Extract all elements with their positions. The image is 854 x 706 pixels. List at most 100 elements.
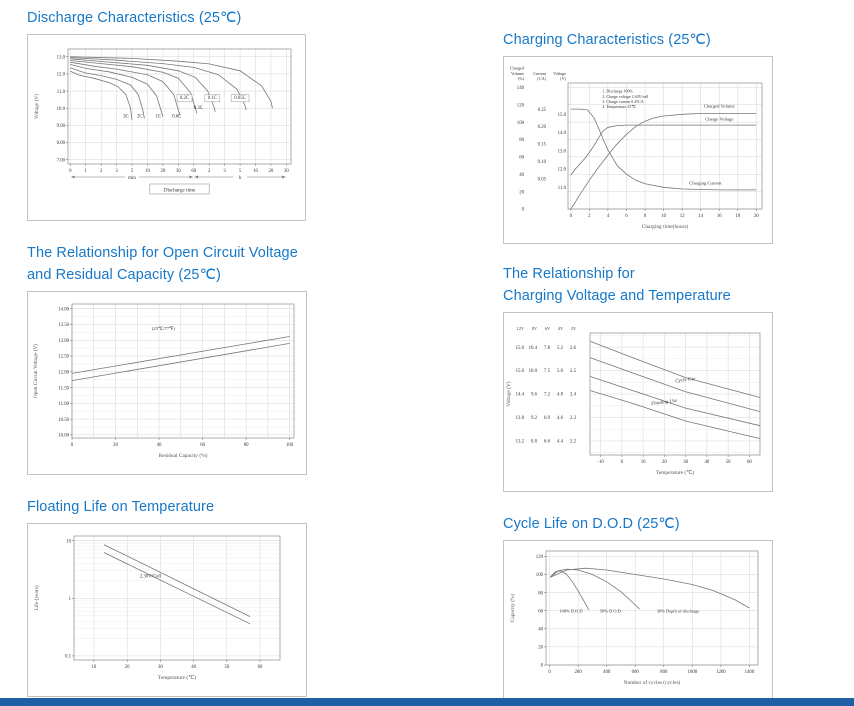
svg-text:5: 5 <box>131 169 134 174</box>
svg-text:100% D.O.D: 100% D.O.D <box>559 608 582 613</box>
chart-title-charging-voltage-temp: The Relationship for Charging Voltage an… <box>503 266 731 304</box>
panel-discharge-characteristics: Discharge Characteristics (25℃) 0 1 2 3 5 10 2… <box>27 8 317 226</box>
svg-text:60: 60 <box>258 665 263 670</box>
ocv-residual-capacity-plot: 0 20 40 60 80 100 10.00 10.50 11.00 11.50 12.00 12.… <box>32 303 295 459</box>
svg-text:0: 0 <box>69 169 72 174</box>
svg-text:40: 40 <box>538 627 543 632</box>
svg-text:40: 40 <box>157 443 162 448</box>
svg-text:0.05C: 0.05C <box>234 96 246 101</box>
svg-text:60: 60 <box>200 443 205 448</box>
svg-text:6.9: 6.9 <box>544 416 551 421</box>
cycle-life-dod-plot: 0 200 400 600 800 1000 1200 1400 0 20 40 60 80 100 120… <box>509 550 759 686</box>
svg-text:1: 1 <box>85 169 88 174</box>
svg-text:0.15: 0.15 <box>538 142 547 147</box>
svg-text:Temperature (℃): Temperature (℃) <box>158 674 196 681</box>
svg-text:20: 20 <box>161 169 166 174</box>
svg-text:4: 4 <box>607 214 610 219</box>
charging-voltage-temperature-plot: -10 0 10 20 30 40 50 60 12V 15.6 15.0 14.4 13.8 13.2 8… <box>505 326 761 476</box>
svg-text:3. Charge current 0.25CA: 3. Charge current 0.25CA <box>602 99 643 104</box>
svg-text:(25℃/77℉): (25℃/77℉) <box>152 326 176 331</box>
svg-text:4. Temperature 25℃: 4. Temperature 25℃ <box>602 104 636 109</box>
svg-text:Volume: Volume <box>511 71 524 76</box>
svg-text:400: 400 <box>603 670 611 675</box>
svg-text:20: 20 <box>519 190 524 195</box>
svg-text:12V: 12V <box>517 326 524 331</box>
svg-text:0: 0 <box>621 460 624 465</box>
svg-text:8V: 8V <box>532 326 537 331</box>
svg-text:5.2: 5.2 <box>557 345 564 350</box>
chart-frame-cycle-life: 0 200 400 600 800 1000 1200 1400 0 20 40 60 80 100 120… <box>503 539 773 700</box>
svg-text:9.00: 9.00 <box>57 124 66 129</box>
svg-text:1. Discharge 100%: 1. Discharge 100% <box>602 88 633 93</box>
svg-text:0.25: 0.25 <box>538 108 547 113</box>
svg-text:600: 600 <box>632 670 640 675</box>
svg-text:6.6: 6.6 <box>544 439 551 444</box>
svg-text:1C: 1C <box>155 114 161 119</box>
svg-text:9.2: 9.2 <box>531 416 538 421</box>
svg-text:13.00: 13.00 <box>58 338 69 343</box>
svg-text:0.3C: 0.3C <box>194 106 203 111</box>
svg-text:2. Charge voltage 2.40V/cell: 2. Charge voltage 2.40V/cell <box>602 94 649 99</box>
svg-text:Voltage (V): Voltage (V) <box>33 93 40 118</box>
chart-frame-discharge: 0 1 2 3 5 10 20 30 60 2 3 5 10 20 30 7.00 8.00 9.00 10.0 11… <box>27 33 306 221</box>
svg-text:4V: 4V <box>558 326 563 331</box>
svg-text:0: 0 <box>522 207 525 212</box>
svg-text:30: 30 <box>284 169 289 174</box>
chart-title-charging: Charging Characteristics (25℃) <box>503 32 711 48</box>
svg-text:5.0: 5.0 <box>557 369 564 374</box>
svg-text:140: 140 <box>517 86 525 91</box>
svg-text:30: 30 <box>158 665 163 670</box>
svg-text:40: 40 <box>191 665 196 670</box>
svg-text:20: 20 <box>113 443 118 448</box>
svg-text:2: 2 <box>100 169 103 174</box>
svg-text:800: 800 <box>660 670 668 675</box>
svg-text:10: 10 <box>661 214 666 219</box>
svg-text:15.0: 15.0 <box>558 113 567 118</box>
svg-text:13.0: 13.0 <box>57 55 66 60</box>
svg-text:2.6: 2.6 <box>570 345 577 350</box>
svg-text:min: min <box>128 176 136 181</box>
chart-title-ocv: The Relationship for Open Circuit Voltag… <box>27 245 298 283</box>
panel-cycle-life: Cycle Life on D.O.D (25℃) 0 200 400 600 800 1… <box>503 514 793 705</box>
svg-text:14.0: 14.0 <box>558 131 567 136</box>
svg-text:80: 80 <box>519 138 524 143</box>
svg-text:1: 1 <box>69 597 72 602</box>
svg-text:13.50: 13.50 <box>58 323 69 328</box>
svg-text:3: 3 <box>223 169 226 174</box>
svg-text:(CA): (CA) <box>537 76 546 81</box>
svg-text:60: 60 <box>538 609 543 614</box>
svg-text:2.4: 2.4 <box>570 392 577 397</box>
svg-text:30% Depth of discharge: 30% Depth of discharge <box>657 608 700 613</box>
svg-text:2.5: 2.5 <box>570 369 577 374</box>
svg-text:Charged Volume: Charged Volume <box>704 103 735 108</box>
svg-text:Discharge time: Discharge time <box>164 187 196 193</box>
svg-text:3: 3 <box>115 169 118 174</box>
svg-text:10: 10 <box>66 539 71 544</box>
svg-text:14: 14 <box>698 214 703 219</box>
svg-text:60: 60 <box>519 155 524 160</box>
svg-text:4.6: 4.6 <box>557 416 564 421</box>
svg-text:7.00: 7.00 <box>57 158 66 163</box>
svg-text:100: 100 <box>517 121 525 126</box>
svg-text:1000: 1000 <box>688 670 698 675</box>
svg-text:2.2: 2.2 <box>570 439 577 444</box>
svg-text:50: 50 <box>726 460 731 465</box>
svg-text:100: 100 <box>536 573 544 578</box>
svg-text:60: 60 <box>747 460 752 465</box>
svg-text:Charged: Charged <box>510 65 525 70</box>
svg-text:9.6: 9.6 <box>531 392 538 397</box>
svg-text:0.2C: 0.2C <box>180 96 189 101</box>
svg-text:40: 40 <box>704 460 709 465</box>
svg-text:6: 6 <box>625 214 628 219</box>
svg-text:80: 80 <box>538 591 543 596</box>
svg-text:11.0: 11.0 <box>558 186 567 191</box>
svg-text:10: 10 <box>145 169 150 174</box>
svg-text:(V): (V) <box>560 76 566 81</box>
svg-text:40: 40 <box>519 173 524 178</box>
svg-text:Cycle Use: Cycle Use <box>675 376 697 384</box>
svg-text:4.4: 4.4 <box>557 439 564 444</box>
svg-text:12.50: 12.50 <box>58 354 69 359</box>
svg-text:0: 0 <box>570 214 573 219</box>
svg-text:0: 0 <box>548 670 551 675</box>
